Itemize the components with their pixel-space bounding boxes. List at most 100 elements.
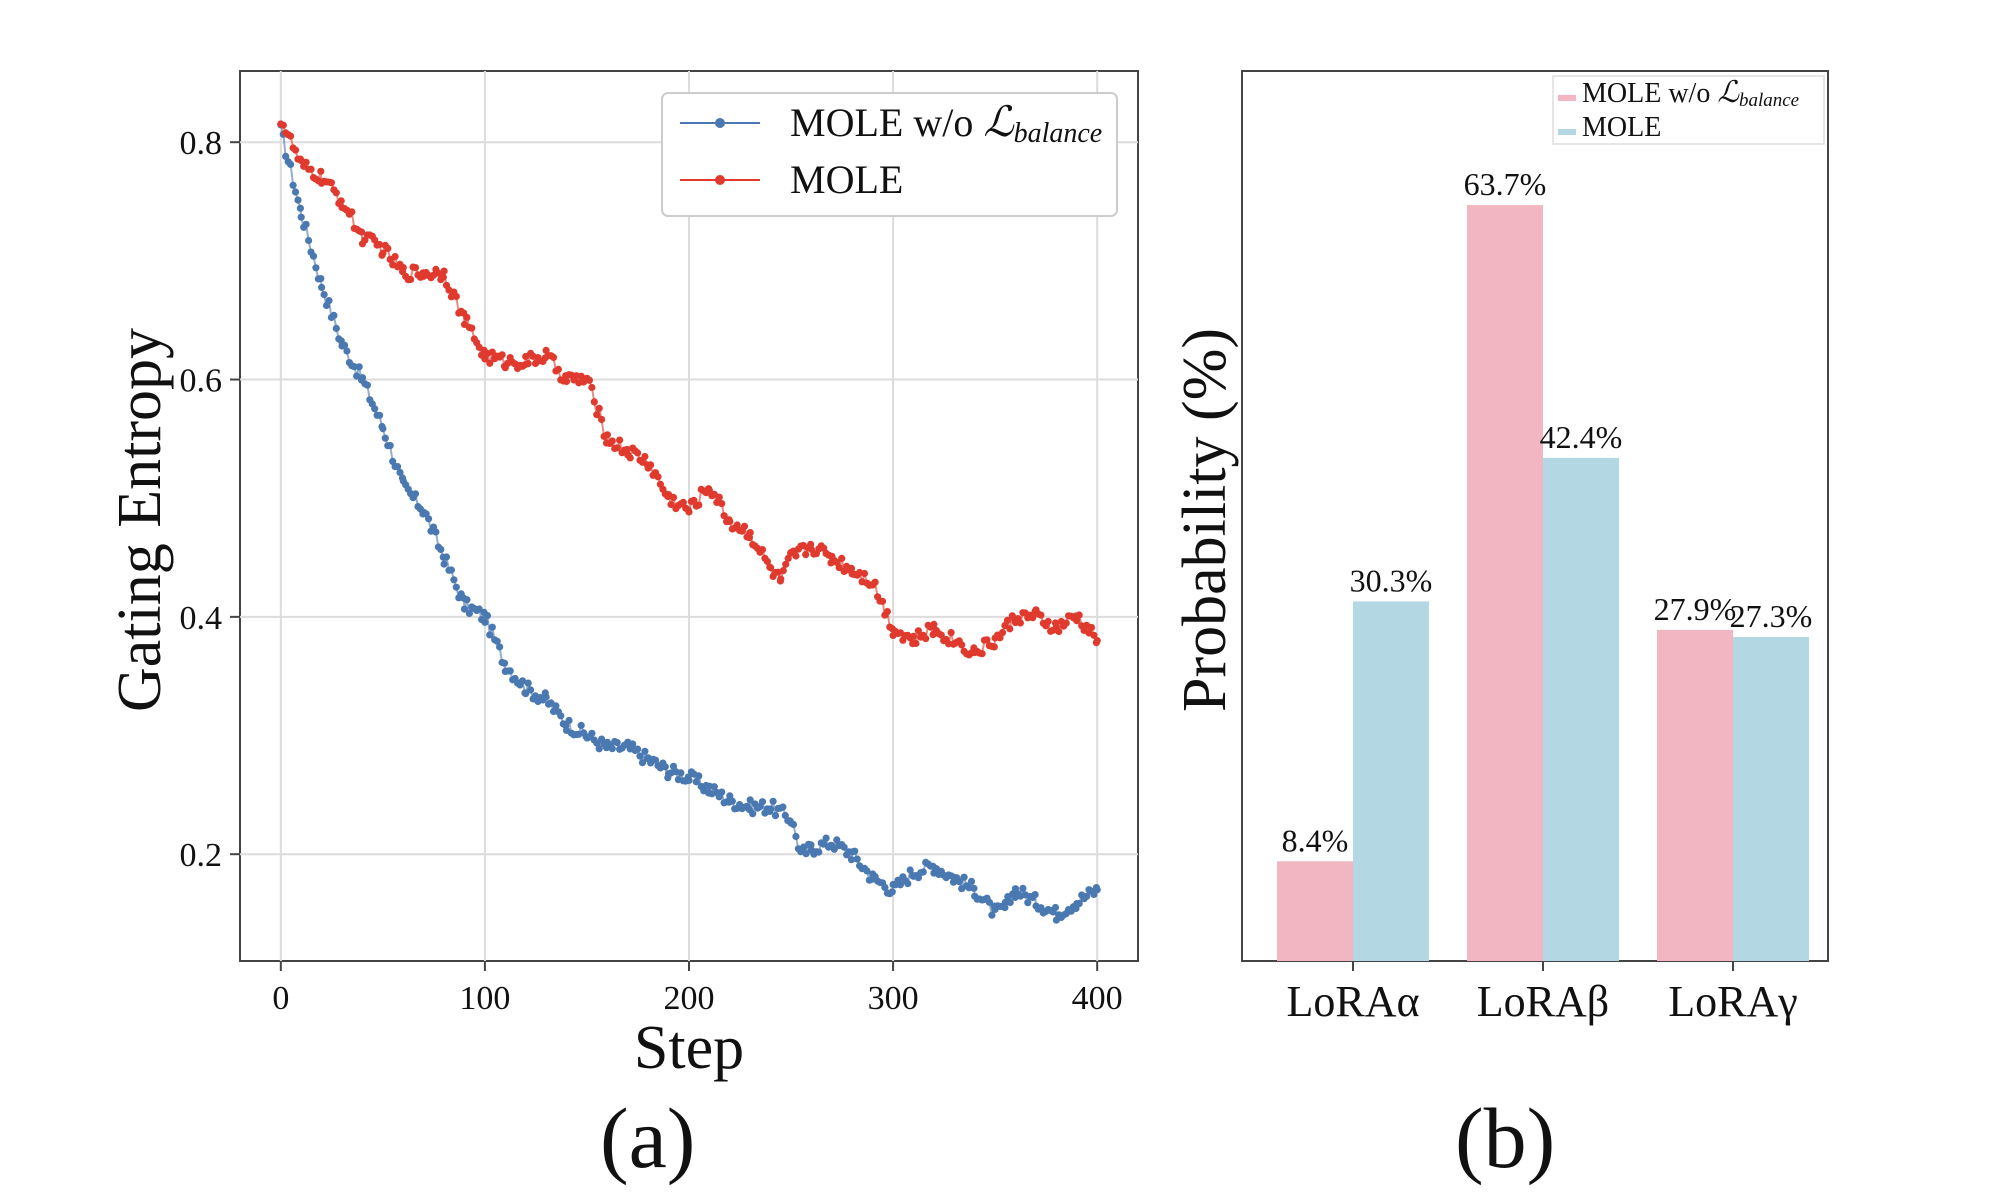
data-point bbox=[1090, 631, 1098, 639]
data-point bbox=[807, 841, 815, 849]
legend-item-mole-wo-balance: MOLE w/o ℒbalance bbox=[680, 100, 1102, 149]
data-point bbox=[661, 763, 669, 771]
data-point bbox=[777, 575, 785, 583]
data-point bbox=[1073, 617, 1081, 625]
y-tick-label: 0.8 bbox=[180, 125, 223, 162]
data-point bbox=[616, 436, 624, 444]
data-point bbox=[771, 812, 780, 820]
data-point bbox=[955, 878, 963, 886]
data-point bbox=[481, 355, 489, 363]
series-mole-wo-balance bbox=[277, 121, 1101, 924]
data-point bbox=[667, 500, 675, 509]
data-point bbox=[386, 442, 394, 450]
panel-b-bar-chart: 8.4% 30.3% 63.7% 42.4% 27.9%27.3% LoRAα LoRAβ… bbox=[1171, 70, 1829, 1026]
data-point bbox=[506, 667, 514, 675]
data-point bbox=[822, 834, 830, 842]
data-point bbox=[460, 605, 469, 613]
data-point bbox=[297, 213, 305, 221]
x-tick-label: 200 bbox=[664, 980, 715, 1017]
data-point bbox=[718, 788, 726, 796]
data-point bbox=[379, 425, 387, 433]
data-point bbox=[1083, 892, 1091, 901]
data-point bbox=[1024, 899, 1032, 907]
bar-value-label: 42.4% bbox=[1540, 419, 1623, 455]
panel-b-legend: MOLE w/o ℒbalance MOLE bbox=[1552, 75, 1825, 145]
data-point bbox=[552, 702, 560, 710]
data-point bbox=[518, 677, 527, 685]
data-point bbox=[710, 783, 718, 791]
legend-dot-marker bbox=[715, 118, 725, 128]
data-point bbox=[1006, 625, 1014, 633]
data-point bbox=[590, 398, 598, 406]
data-point bbox=[481, 618, 489, 626]
data-point bbox=[840, 843, 848, 851]
data-point bbox=[353, 372, 361, 380]
data-point bbox=[985, 898, 994, 906]
data-point bbox=[726, 517, 734, 526]
series-mole bbox=[277, 120, 1101, 659]
bar-value-label: 27.9% bbox=[1654, 591, 1737, 627]
data-point bbox=[685, 508, 693, 516]
data-point bbox=[851, 847, 859, 855]
data-point bbox=[960, 873, 968, 881]
data-point bbox=[524, 679, 532, 687]
data-point bbox=[588, 729, 596, 737]
data-point bbox=[613, 444, 621, 452]
data-point bbox=[830, 845, 838, 853]
data-point bbox=[434, 269, 442, 277]
data-point bbox=[500, 659, 509, 667]
data-point bbox=[613, 739, 621, 747]
data-point bbox=[562, 377, 571, 385]
data-point bbox=[878, 597, 887, 605]
data-point bbox=[437, 545, 445, 554]
data-point bbox=[789, 820, 798, 829]
data-point bbox=[792, 552, 800, 560]
data-point bbox=[1029, 614, 1037, 622]
data-point bbox=[967, 877, 976, 886]
bar-mole-wo-balance bbox=[1467, 205, 1543, 962]
data-point bbox=[309, 252, 318, 260]
data-point bbox=[496, 643, 504, 651]
data-point bbox=[549, 353, 558, 361]
data-point bbox=[909, 632, 918, 640]
legend-dot-marker bbox=[715, 175, 725, 185]
data-point bbox=[871, 578, 879, 586]
data-point bbox=[922, 635, 930, 643]
data-point bbox=[1093, 637, 1101, 645]
legend-label: MOLE w/o ℒbalance bbox=[790, 100, 1102, 149]
data-point bbox=[634, 745, 642, 753]
x-tick-label: LoRAβ bbox=[1477, 977, 1609, 1026]
data-point bbox=[391, 253, 399, 261]
data-point bbox=[654, 473, 662, 481]
data-point bbox=[608, 745, 616, 753]
data-point bbox=[1037, 611, 1045, 619]
data-point bbox=[728, 797, 736, 805]
data-point bbox=[1093, 886, 1101, 894]
bar-mole-wo-balance bbox=[1277, 861, 1353, 961]
data-point bbox=[998, 629, 1007, 637]
data-point bbox=[376, 411, 384, 419]
data-point bbox=[641, 747, 649, 755]
data-point bbox=[749, 810, 757, 818]
data-point bbox=[1006, 898, 1014, 907]
data-point bbox=[440, 267, 448, 275]
data-point bbox=[746, 529, 754, 537]
data-point bbox=[289, 181, 297, 189]
data-point bbox=[758, 798, 767, 806]
data-point bbox=[291, 188, 300, 196]
data-point bbox=[524, 360, 532, 368]
data-point bbox=[296, 204, 304, 212]
data-point bbox=[287, 160, 295, 168]
data-point bbox=[833, 836, 841, 844]
x-tick-label: 0 bbox=[272, 980, 289, 1017]
legend-swatch bbox=[1558, 129, 1576, 135]
data-point bbox=[740, 522, 749, 530]
panel-b-legend-frame bbox=[1552, 75, 1825, 145]
data-point bbox=[767, 805, 775, 813]
data-point bbox=[758, 546, 767, 554]
data-point bbox=[327, 179, 335, 187]
data-point bbox=[947, 629, 955, 637]
data-point bbox=[847, 564, 856, 573]
data-point bbox=[835, 564, 843, 572]
